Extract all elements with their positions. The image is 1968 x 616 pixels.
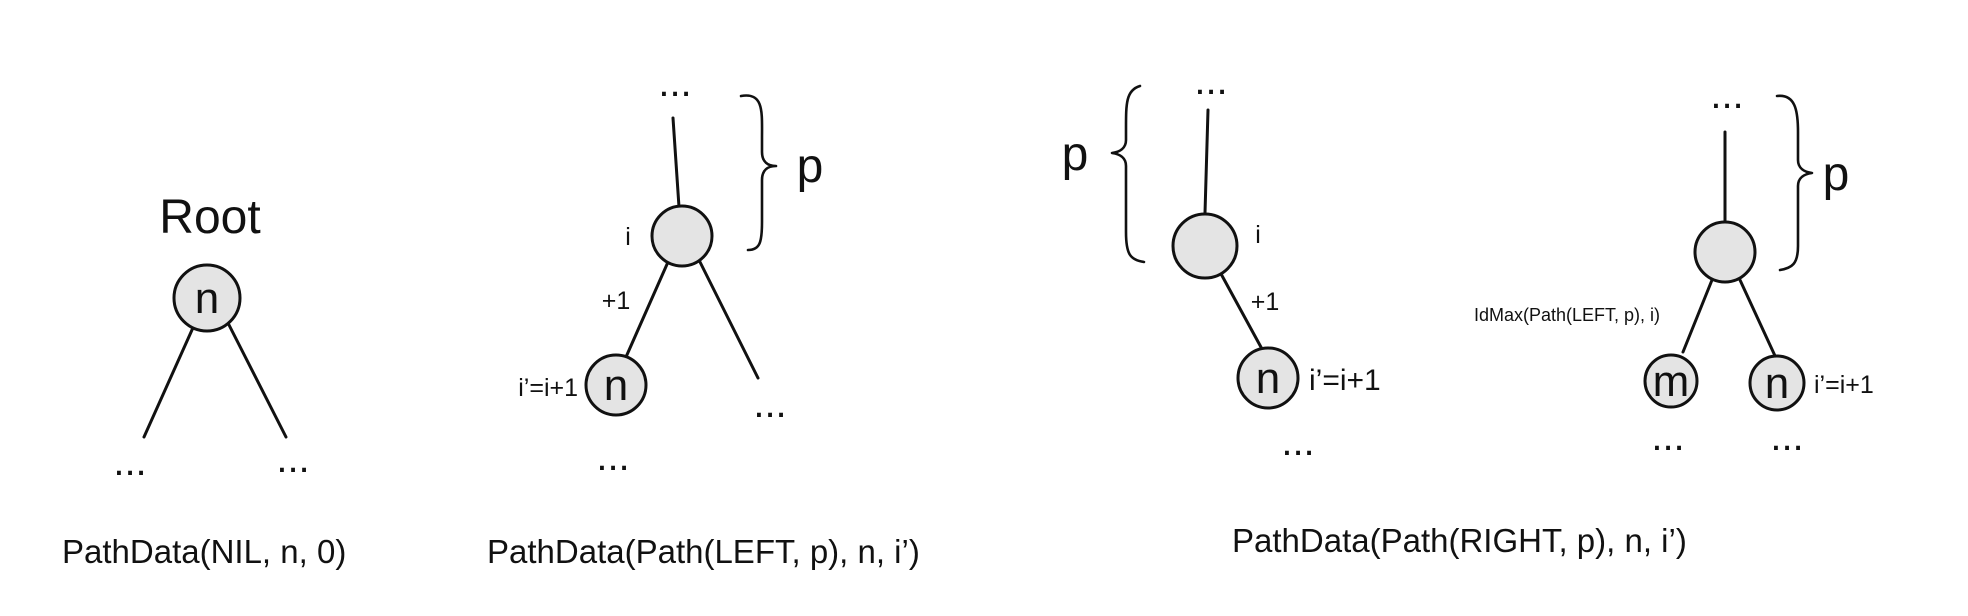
right-index: i’=i+1 [1814,371,1874,399]
parent-node [650,204,714,268]
brace [1110,84,1146,264]
dots-right: ... [276,437,309,481]
left-node [1643,353,1699,409]
edge-root-right [225,319,288,439]
panel-root: n Root ... ... PathData(NIL, n, 0) [62,191,346,570]
brace-label: p [1062,128,1089,181]
edge-up [1203,108,1210,215]
parent-node [1693,220,1757,284]
root-node [172,263,242,333]
edge-to-right [698,260,760,380]
brace [1775,94,1814,272]
edge-to-left [1681,278,1714,354]
panel-left-path: ... n i +1 i’=i+1 ... ... p PathData(Pat… [487,61,920,570]
right-node [1748,354,1806,412]
dots-below-child: ... [596,435,629,479]
dots-top: ... [1194,59,1227,103]
edge-label: +1 [1251,288,1280,316]
right-node-label: n [1765,359,1789,408]
brace-label: p [797,140,824,193]
brace [739,94,778,252]
edge-to-right [1738,278,1778,360]
dots-right: ... [753,382,786,426]
dots-top: ... [658,61,691,105]
child-index: i’=i+1 [518,374,578,402]
edge-to-child [624,260,670,359]
panel-right-path: ... n i +1 i’=i+1 ... p PathData(Path(RI… [1062,59,1687,559]
left-node-label: m [1653,357,1690,406]
edge-label: +1 [602,287,631,315]
dots-below-right: ... [1770,415,1803,459]
caption-3: PathData(Path(RIGHT, p), n, i’) [1232,522,1687,559]
parent-index: i [625,223,631,251]
edge-up [671,116,681,209]
panel-idmax: ... m n IdMax(Path(LEFT, p), i) i’=i+1 .… [1474,73,1874,459]
dots-below-child: ... [1281,420,1314,464]
child-index: i’=i+1 [1309,364,1381,397]
caption-1: PathData(NIL, n, 0) [62,533,346,570]
child-node-label: n [604,361,628,410]
dots-top: ... [1710,73,1743,117]
root-node-label: n [195,274,219,323]
child-node [1236,346,1300,410]
left-index: IdMax(Path(LEFT, p), i) [1474,305,1660,325]
dots-below-left: ... [1651,415,1684,459]
edge-root-left [142,319,198,439]
dots-left: ... [113,440,146,484]
parent-index: i [1255,221,1261,249]
child-node-label: n [1256,354,1280,403]
caption-2: PathData(Path(LEFT, p), n, i’) [487,533,920,570]
child-node [584,353,648,417]
parent-node [1171,212,1239,280]
root-label: Root [159,191,260,244]
brace-label: p [1823,148,1850,201]
edge-to-child [1218,270,1264,351]
